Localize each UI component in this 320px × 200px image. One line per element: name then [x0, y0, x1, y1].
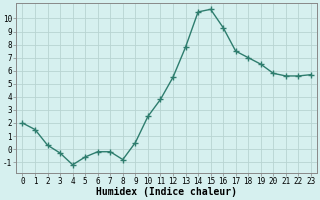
X-axis label: Humidex (Indice chaleur): Humidex (Indice chaleur)	[96, 187, 237, 197]
